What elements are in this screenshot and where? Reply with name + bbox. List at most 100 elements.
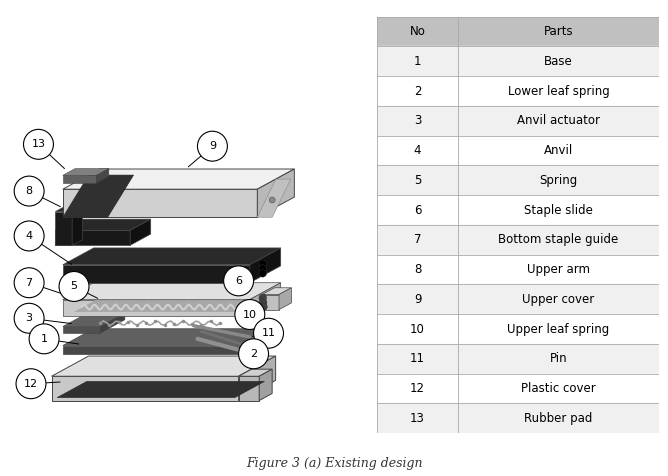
- Polygon shape: [63, 327, 100, 333]
- Circle shape: [259, 298, 267, 306]
- Polygon shape: [377, 166, 659, 195]
- Polygon shape: [130, 219, 151, 245]
- Polygon shape: [238, 376, 259, 401]
- Polygon shape: [63, 329, 273, 346]
- Circle shape: [23, 129, 53, 159]
- Text: 9: 9: [414, 293, 422, 306]
- Circle shape: [259, 260, 267, 268]
- Circle shape: [29, 324, 59, 354]
- Text: 12: 12: [24, 379, 38, 389]
- Text: Parts: Parts: [544, 25, 573, 38]
- Polygon shape: [74, 300, 264, 312]
- Text: No: No: [409, 25, 426, 38]
- Text: Lower leaf spring: Lower leaf spring: [508, 85, 609, 98]
- Text: 8: 8: [414, 263, 422, 276]
- Text: Anvil: Anvil: [544, 144, 573, 157]
- Polygon shape: [242, 329, 273, 354]
- Circle shape: [254, 318, 283, 348]
- Polygon shape: [279, 288, 291, 310]
- Polygon shape: [55, 206, 82, 212]
- Circle shape: [224, 266, 254, 296]
- Polygon shape: [63, 175, 96, 183]
- Polygon shape: [257, 179, 291, 217]
- Circle shape: [259, 269, 267, 277]
- Text: Base: Base: [544, 55, 573, 68]
- Text: Upper leaf spring: Upper leaf spring: [508, 323, 610, 336]
- Text: Pin: Pin: [550, 352, 567, 365]
- Polygon shape: [51, 376, 238, 401]
- Text: 7: 7: [414, 233, 422, 246]
- Text: Anvil actuator: Anvil actuator: [517, 114, 600, 127]
- Text: Upper arm: Upper arm: [527, 263, 590, 276]
- Polygon shape: [63, 313, 125, 327]
- Polygon shape: [250, 248, 281, 283]
- Polygon shape: [63, 299, 250, 317]
- Polygon shape: [377, 403, 659, 433]
- Text: 5: 5: [71, 281, 77, 291]
- Polygon shape: [377, 225, 659, 255]
- Polygon shape: [63, 346, 242, 354]
- Text: 6: 6: [235, 276, 242, 286]
- Polygon shape: [262, 288, 291, 295]
- Circle shape: [14, 176, 44, 206]
- Polygon shape: [377, 106, 659, 136]
- Text: 2: 2: [414, 85, 422, 98]
- Polygon shape: [55, 212, 72, 245]
- Polygon shape: [377, 314, 659, 344]
- Text: Staple slide: Staple slide: [524, 204, 593, 217]
- Text: 8: 8: [25, 186, 33, 196]
- Circle shape: [238, 339, 269, 369]
- Polygon shape: [100, 313, 125, 333]
- Circle shape: [14, 221, 44, 251]
- Text: 10: 10: [410, 323, 425, 336]
- Polygon shape: [57, 381, 265, 397]
- Circle shape: [235, 299, 265, 329]
- Circle shape: [198, 131, 227, 161]
- Text: 12: 12: [410, 382, 425, 395]
- Circle shape: [259, 265, 267, 272]
- Text: 4: 4: [414, 144, 422, 157]
- Polygon shape: [238, 356, 276, 401]
- Polygon shape: [72, 206, 82, 245]
- Polygon shape: [238, 369, 272, 376]
- Text: Upper cover: Upper cover: [522, 293, 595, 306]
- Polygon shape: [63, 169, 109, 175]
- Text: Figure 3 (a) Existing design: Figure 3 (a) Existing design: [246, 457, 422, 470]
- Text: 5: 5: [414, 174, 422, 187]
- Circle shape: [16, 369, 46, 399]
- Text: 4: 4: [25, 231, 33, 241]
- Circle shape: [251, 335, 265, 348]
- Polygon shape: [51, 356, 276, 376]
- Polygon shape: [262, 295, 279, 310]
- Text: Plastic cover: Plastic cover: [521, 382, 596, 395]
- Polygon shape: [55, 219, 151, 230]
- Polygon shape: [377, 195, 659, 225]
- Circle shape: [259, 294, 267, 302]
- Text: 6: 6: [414, 204, 422, 217]
- Circle shape: [260, 303, 267, 311]
- Text: 11: 11: [410, 352, 425, 365]
- Polygon shape: [257, 169, 295, 217]
- Text: 1: 1: [41, 334, 47, 344]
- Polygon shape: [377, 344, 659, 374]
- Polygon shape: [63, 189, 257, 217]
- Polygon shape: [250, 283, 281, 317]
- Text: 1: 1: [414, 55, 422, 68]
- Text: 9: 9: [209, 141, 216, 151]
- Text: 3: 3: [25, 313, 33, 323]
- Polygon shape: [377, 47, 659, 76]
- Polygon shape: [63, 283, 281, 299]
- Circle shape: [59, 271, 89, 301]
- Text: 7: 7: [25, 278, 33, 288]
- Polygon shape: [63, 169, 295, 189]
- Polygon shape: [377, 76, 659, 106]
- Circle shape: [269, 197, 275, 203]
- Text: 13: 13: [410, 412, 425, 425]
- Polygon shape: [377, 374, 659, 403]
- Polygon shape: [377, 136, 659, 166]
- Polygon shape: [377, 17, 659, 47]
- Polygon shape: [63, 248, 281, 265]
- Text: 3: 3: [414, 114, 422, 127]
- Polygon shape: [63, 175, 134, 217]
- Polygon shape: [63, 265, 250, 283]
